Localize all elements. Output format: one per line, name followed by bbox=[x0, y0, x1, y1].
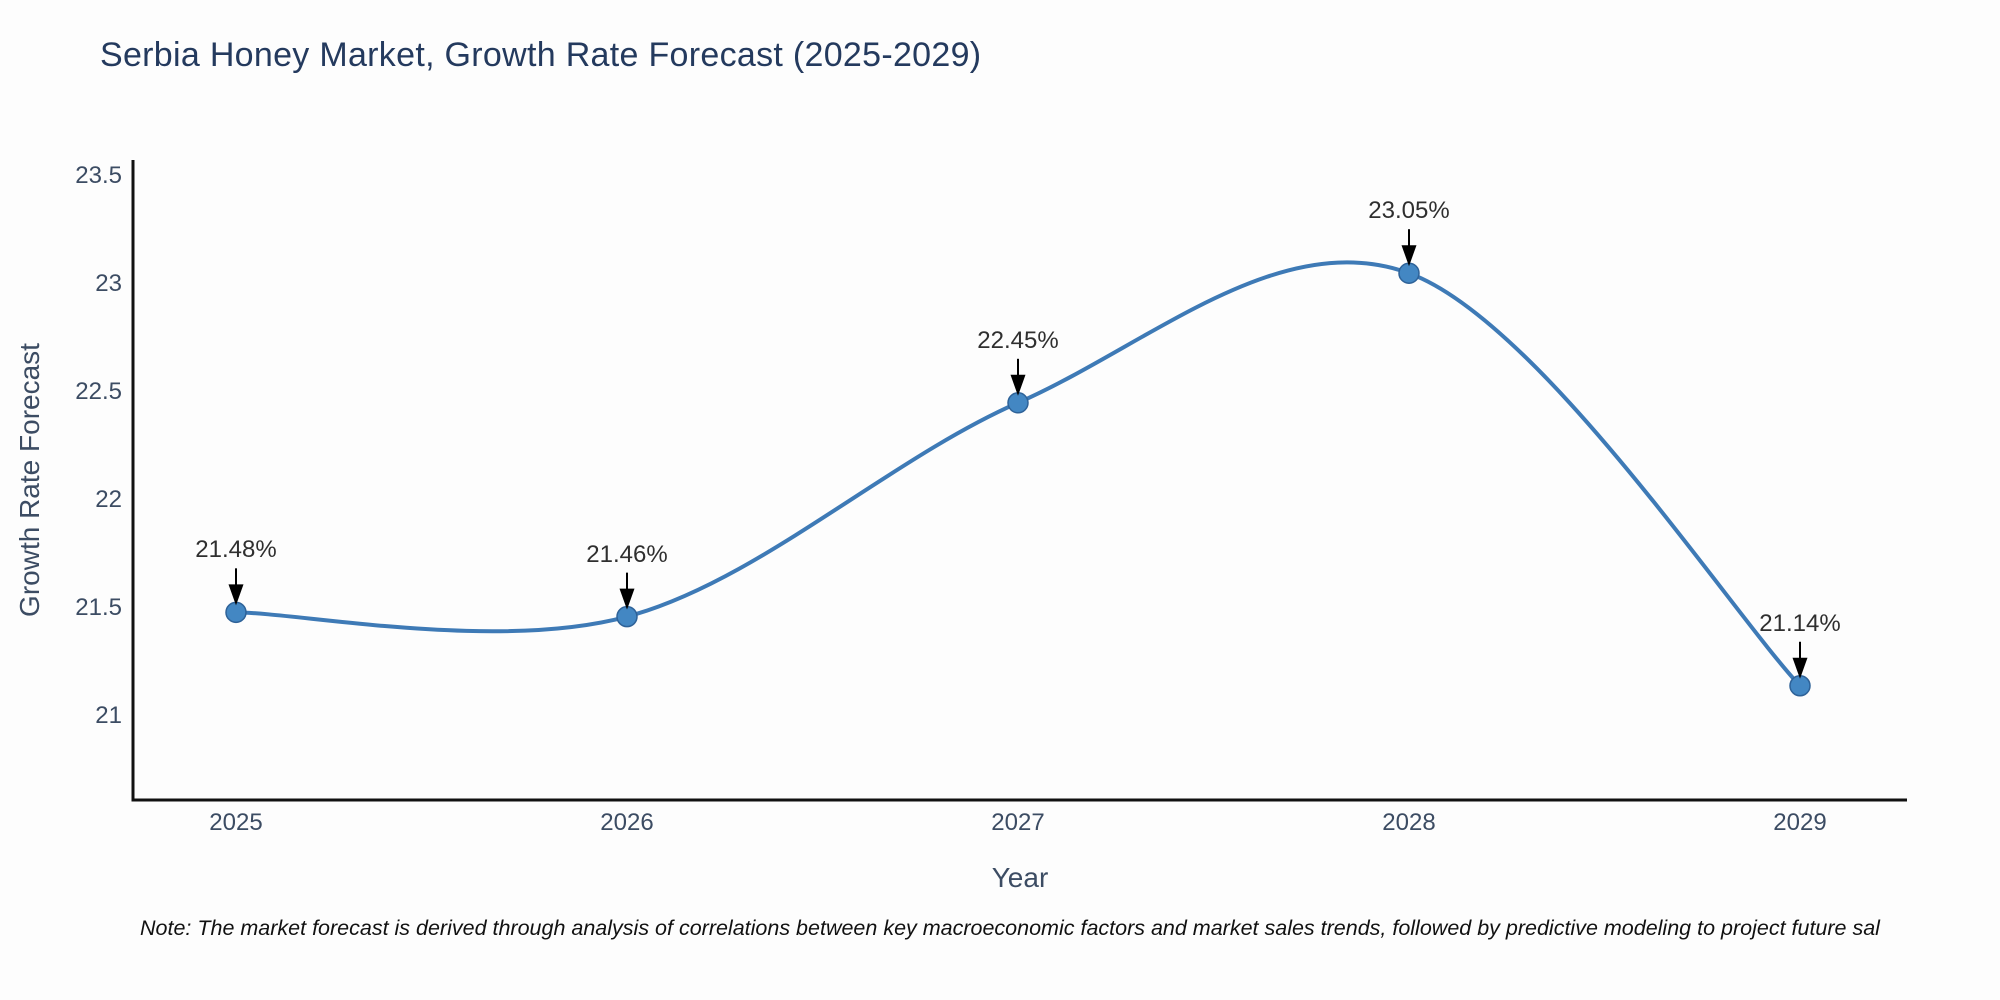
data-point-label-2028: 23.05% bbox=[1368, 197, 1450, 225]
trend-line bbox=[234, 260, 1802, 688]
annotation-arrow-head-2026 bbox=[619, 588, 635, 610]
x-tick-label-2027: 2027 bbox=[991, 809, 1045, 836]
x-tick-label-2026: 2026 bbox=[600, 809, 654, 836]
x-tick-label-2025: 2025 bbox=[209, 809, 263, 836]
annotation-arrow-head-2029 bbox=[1792, 657, 1808, 679]
annotation-arrow-head-2025 bbox=[228, 584, 244, 606]
y-tick-label-21.5: 21.5 bbox=[75, 594, 122, 621]
y-tick-label-23.5: 23.5 bbox=[75, 162, 122, 189]
data-point-label-2027: 22.45% bbox=[977, 326, 1059, 354]
x-tick-label-2028: 2028 bbox=[1382, 809, 1436, 836]
y-tick-label-22: 22 bbox=[95, 486, 122, 513]
x-tick-label-2029: 2029 bbox=[1773, 809, 1827, 836]
data-point-label-2025: 21.48% bbox=[195, 536, 277, 564]
data-point-label-2029: 21.14% bbox=[1759, 609, 1841, 637]
footnote: Note: The market forecast is derived thr… bbox=[140, 916, 1880, 940]
y-tick-label-23: 23 bbox=[95, 270, 122, 297]
data-point-label-2026: 21.46% bbox=[586, 540, 668, 568]
chart-title: Serbia Honey Market, Growth Rate Forecas… bbox=[100, 36, 982, 74]
y-tick-label-21: 21 bbox=[95, 702, 122, 729]
y-tick-label-22.5: 22.5 bbox=[75, 378, 122, 405]
x-axis-title: Year bbox=[991, 862, 1049, 893]
annotation-arrow-head-2028 bbox=[1401, 245, 1417, 267]
annotation-arrow-head-2027 bbox=[1010, 374, 1026, 396]
